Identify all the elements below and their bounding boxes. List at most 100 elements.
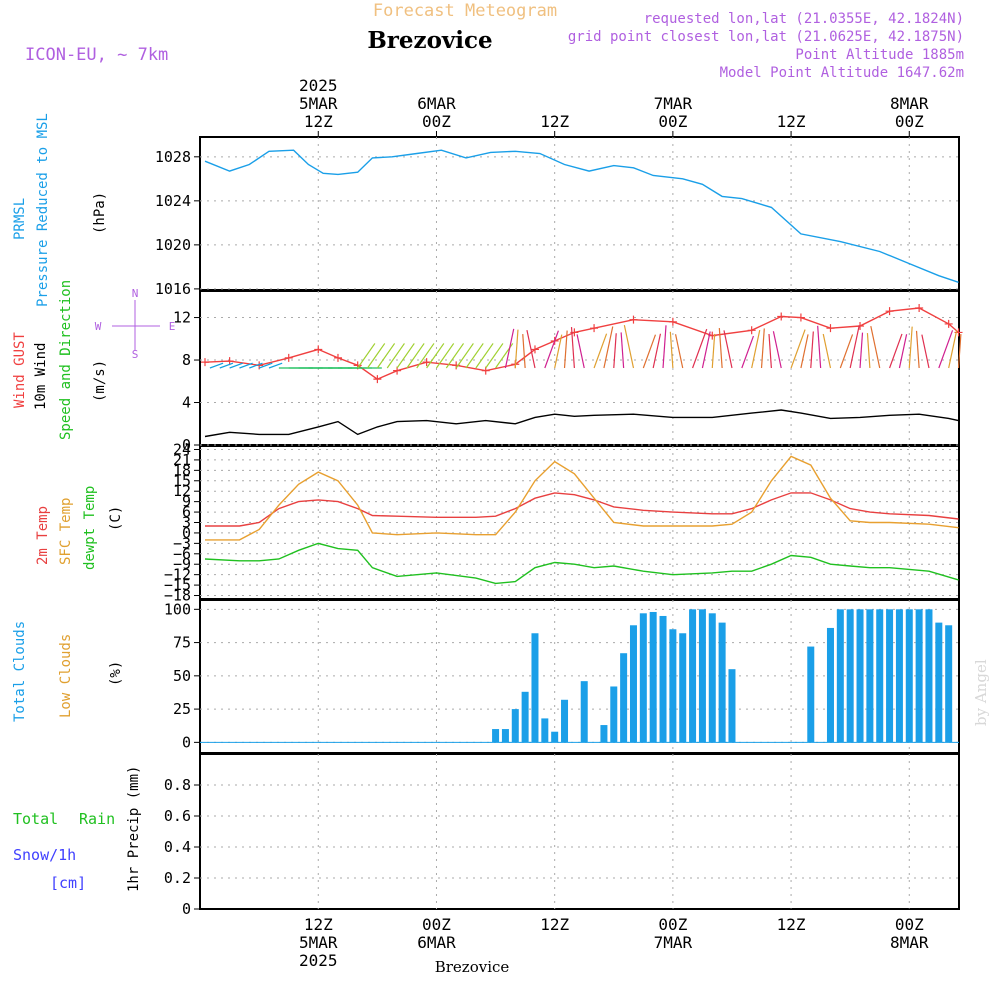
gust-marker: [944, 319, 953, 328]
time-label-top: 12Z: [777, 112, 806, 131]
gust-marker: [314, 345, 323, 354]
y-tick-label: 0.6: [164, 807, 191, 825]
wind-arrow: [504, 328, 515, 369]
time-label-top: 00Z: [422, 112, 451, 131]
wind-arrow: [849, 325, 860, 369]
gust-marker: [915, 303, 924, 312]
y-tick-label: −3: [173, 534, 191, 552]
cloud-bar: [935, 622, 943, 743]
panel-frame-4: [199, 753, 960, 910]
info-line-4: Model Point Altitude 1647.62m: [720, 65, 964, 81]
cloud-bar: [649, 611, 657, 743]
cloud-bar: [925, 609, 933, 743]
y-tick-label: 1028: [155, 148, 191, 166]
cloud-bar: [629, 625, 637, 743]
rain-total-label: Total: [13, 810, 58, 828]
wind-arrow: [514, 329, 519, 369]
gust-marker: [225, 357, 234, 366]
y-tick-labels: 101610201024102804812−18−15−12−9−6−30369…: [155, 148, 200, 918]
time-label-bottom: 12Z: [304, 915, 333, 934]
hpa-unit-label: (hPa): [92, 192, 108, 234]
cloud-bar: [659, 615, 667, 743]
time-label-top: 7MAR: [654, 94, 693, 113]
info-line-2: grid point closest lon,lat (21.0625E, 42…: [568, 29, 964, 45]
y-tick-label: 18: [173, 461, 191, 479]
y-tick-label: 24: [173, 440, 191, 458]
wind-arrow: [957, 334, 962, 369]
wind-arrow: [718, 328, 723, 369]
time-label-top: 12Z: [304, 112, 333, 131]
cloud-bar: [561, 699, 569, 743]
cloud-bar: [807, 646, 815, 743]
cloud-bar: [511, 709, 519, 743]
wind-arrow: [554, 334, 563, 369]
gust-marker: [452, 361, 461, 370]
wind-arrow: [822, 333, 832, 369]
y-tick-label: 100: [164, 600, 191, 618]
percent-unit-label: (%): [108, 661, 124, 686]
y-tick-label: 3: [182, 514, 191, 532]
panel-frame-0: [199, 136, 960, 291]
cloud-bar: [886, 609, 894, 743]
cloud-bar: [895, 609, 903, 743]
rain-label: Rain: [79, 810, 115, 828]
wind-arrow: [522, 334, 526, 369]
wind-label: 10m Wind: [33, 343, 49, 410]
y-tick-label: 12: [173, 309, 191, 327]
gust-marker: [590, 324, 599, 333]
gust-marker: [777, 312, 786, 321]
wind-arrow: [576, 334, 585, 369]
watermark: by Angel: [972, 659, 990, 726]
model-label: ICON-EU, ~ 7km: [25, 45, 168, 65]
wind-arrow: [908, 326, 913, 369]
snow-unit-label: [cm]: [50, 874, 86, 892]
sfctemp-label: SFC Temp: [58, 498, 74, 565]
cloud-bar: [856, 609, 864, 743]
y-tick-label: 75: [173, 634, 191, 652]
temp2m-label: 2m Temp: [35, 506, 51, 565]
top-title: Forecast Meteogram: [373, 1, 557, 21]
y-tick-label: −18: [164, 587, 191, 605]
time-label-bottom: 00Z: [895, 915, 924, 934]
gust-marker: [796, 313, 805, 322]
y-tick-label: 0.8: [164, 776, 191, 794]
y-tick-label: 0: [182, 524, 191, 542]
time-label-bottom: 00Z: [658, 915, 687, 934]
compass-e: E: [169, 320, 176, 333]
cloud-bar: [945, 625, 953, 743]
info-line-3: Point Altitude 1885m: [795, 47, 964, 63]
wind-arrow: [772, 331, 782, 369]
wind-arrow: [416, 343, 435, 369]
wind-arrow: [613, 333, 617, 369]
sfc-series-line: [205, 455, 959, 541]
wind-arrow: [396, 343, 415, 369]
wind-arrow: [889, 333, 903, 369]
info-line-1: requested lon,lat (21.0355E, 42.1824N): [644, 11, 964, 27]
dewpt-label: dewpt Temp: [82, 486, 98, 570]
time-label-top: 6MAR: [417, 94, 456, 113]
wind-series-line: [204, 409, 959, 438]
y-tick-label: 0.4: [164, 838, 191, 856]
wind-arrow: [465, 343, 484, 369]
y-tick-label: 1016: [155, 280, 191, 298]
time-label-bottom: 00Z: [422, 915, 451, 934]
wind-arrow: [475, 343, 494, 369]
wind-arrow: [810, 331, 814, 369]
cloud-bar: [541, 718, 549, 743]
gust-marker: [201, 358, 209, 367]
y-tick-label: −15: [164, 576, 191, 594]
gust-marker: [856, 322, 865, 331]
wind-arrow: [219, 362, 234, 369]
snow-label: Snow/1h: [13, 846, 76, 864]
y-tick-label: 9: [182, 493, 191, 511]
cloud-bar: [492, 729, 500, 743]
gust-marker: [284, 353, 293, 362]
wind-arrow: [623, 325, 635, 369]
wind-arrow: [751, 329, 761, 369]
compass-s: S: [132, 348, 139, 361]
wind-arrow: [593, 333, 608, 369]
time-label-bottom: 12Z: [540, 915, 569, 934]
wind-arrow: [859, 332, 864, 369]
time-label-bottom: 2025: [299, 951, 338, 970]
